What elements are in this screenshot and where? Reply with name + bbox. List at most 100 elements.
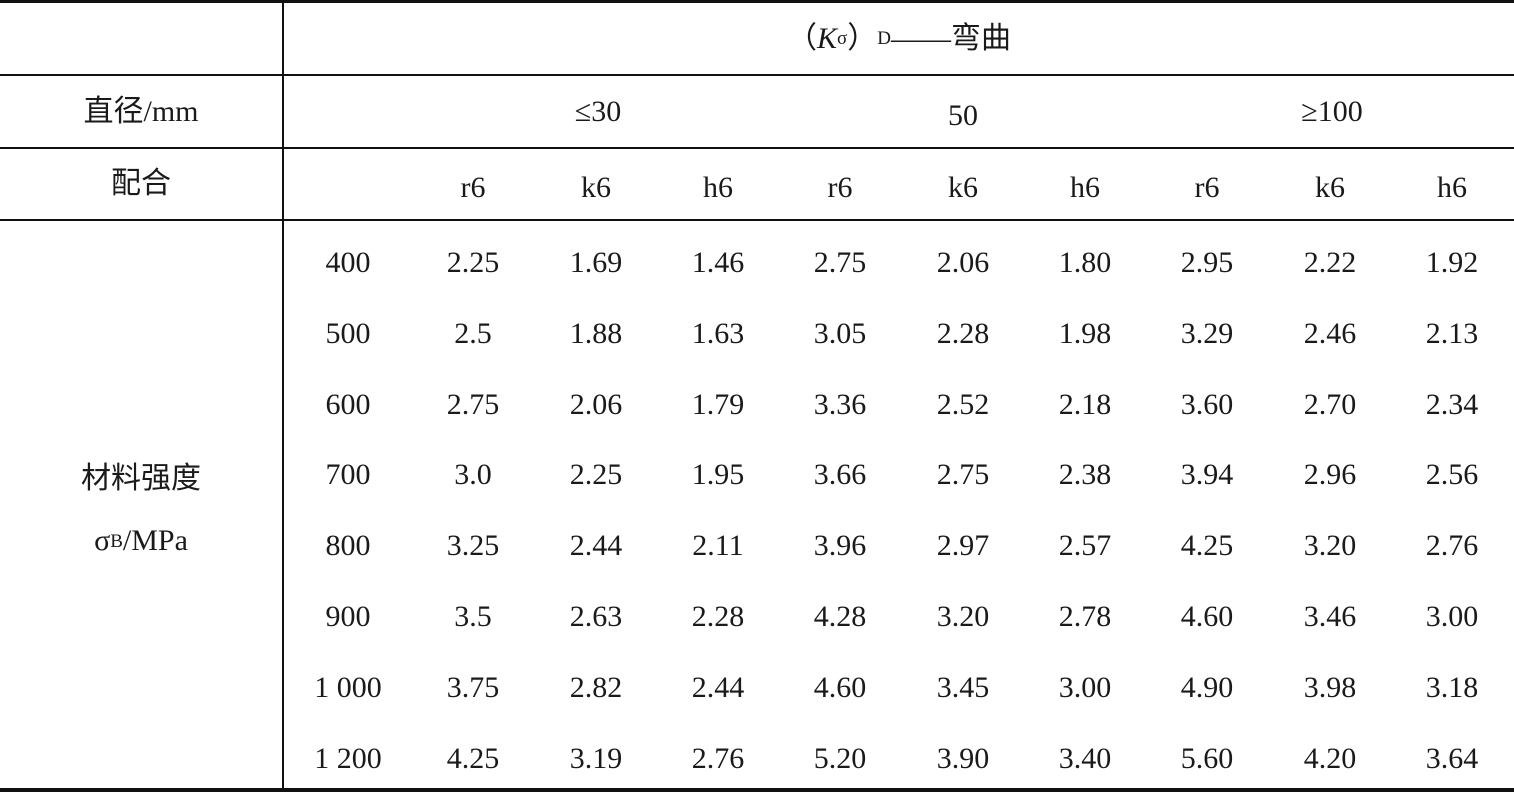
table-cell: 2.25: [569, 458, 623, 492]
table-cell: 2.28: [691, 600, 745, 633]
table-cell: 2.52: [936, 387, 990, 421]
table-cell: 3.00: [1058, 670, 1112, 704]
table-cell: 2.70: [1303, 387, 1357, 421]
table-cell: 3.00: [1425, 600, 1479, 633]
strength-label-line1: 材料强度: [81, 462, 201, 495]
diameter-label: 直径/mm: [83, 94, 199, 128]
fit-header-6: h6: [1070, 171, 1100, 204]
table-cell: 3.5: [454, 600, 492, 633]
table-cell: 3.75: [446, 670, 500, 704]
table-cell: 3.94: [1180, 458, 1234, 492]
table-cell: 1.69: [569, 246, 623, 279]
table-cell: 2.75: [813, 246, 867, 279]
table-cell: 2.97: [936, 529, 990, 563]
fit-header-8: k6: [1315, 171, 1345, 204]
table-cell: 2.56: [1425, 458, 1479, 492]
table-cell: 4.60: [813, 670, 867, 704]
strength-value: 700: [325, 458, 371, 492]
strength-value: 500: [325, 316, 371, 350]
strength-value: 1 200: [314, 741, 382, 775]
strength-value: 900: [325, 600, 371, 633]
fit-label: 配合: [111, 167, 171, 200]
table-cell: 4.20: [1303, 741, 1357, 775]
table-cell: 4.25: [1180, 529, 1234, 563]
table-cell: 3.40: [1058, 741, 1112, 775]
title-close-paren: ）: [847, 21, 878, 55]
table-cell: 2.06: [569, 387, 623, 421]
table-cell: 2.75: [936, 458, 990, 492]
table-cell: 3.20: [936, 600, 990, 633]
table-cell: 4.60: [1180, 600, 1234, 633]
table-cell: 3.64: [1425, 741, 1479, 775]
table-cell: 2.11: [692, 529, 744, 563]
table-cell: 5.60: [1180, 741, 1234, 775]
table-cell: 2.46: [1303, 316, 1357, 350]
strength-value: 1 000: [314, 670, 382, 704]
table-cell: 2.13: [1425, 316, 1479, 350]
table-cell: 2.76: [691, 741, 745, 775]
strength-sigma: σ: [94, 524, 111, 557]
table-cell: 3.25: [446, 529, 500, 563]
table-cell: 3.05: [813, 316, 867, 350]
table-cell: 1.63: [691, 316, 745, 350]
table-cell: 2.95: [1180, 246, 1234, 279]
table-cell: 1.79: [691, 387, 745, 421]
table-cell: 2.25: [446, 246, 500, 279]
fit-header-9: h6: [1437, 171, 1467, 204]
table-cell: 2.28: [936, 316, 990, 350]
header-rule-1: [0, 74, 1514, 76]
table-cell: 2.57: [1058, 529, 1112, 563]
fit-header-2: k6: [581, 171, 611, 204]
header-rule-3: [0, 219, 1514, 221]
table-cell: 3.46: [1303, 600, 1357, 633]
table-cell: 3.18: [1425, 670, 1479, 704]
table-cell: 2.75: [446, 387, 500, 421]
table-cell: 3.19: [569, 741, 623, 775]
table-cell: 2.44: [691, 670, 745, 704]
table-cell: 3.0: [454, 458, 492, 492]
strength-value: 400: [325, 246, 371, 279]
table-cell: 2.96: [1303, 458, 1357, 492]
column-divider: [282, 0, 284, 792]
title-k-letter: K: [817, 21, 838, 55]
title-k-subscript: σ: [837, 28, 848, 49]
table-cell: 1.98: [1058, 316, 1112, 350]
fit-header-3: h6: [703, 171, 733, 204]
table-cell: 4.25: [446, 741, 500, 775]
table-cell: 2.38: [1058, 458, 1112, 492]
table-cell: 1.92: [1425, 246, 1479, 279]
table-cell: 3.29: [1180, 316, 1234, 350]
table-cell: 4.90: [1180, 670, 1234, 704]
diameter-group-3: ≥100: [1301, 94, 1363, 128]
table-cell: 2.5: [454, 316, 492, 350]
fit-header-5: k6: [948, 171, 978, 204]
header-rule-2: [0, 147, 1514, 149]
strength-value: 800: [325, 529, 371, 563]
strength-value: 600: [325, 387, 371, 421]
table-cell: 2.22: [1303, 246, 1357, 279]
fit-header-7: r6: [1194, 171, 1220, 204]
table-cell: 2.76: [1425, 529, 1479, 563]
fit-header-4: r6: [827, 171, 853, 204]
table-cell: 3.20: [1303, 529, 1357, 563]
top-rule: [0, 0, 1514, 3]
table-cell: 3.45: [936, 670, 990, 704]
table-cell: 2.44: [569, 529, 623, 563]
table-cell: 3.66: [813, 458, 867, 492]
table-cell: 1.88: [569, 316, 623, 350]
table-cell: 3.60: [1180, 387, 1234, 421]
title-d-subscript: D: [877, 28, 891, 49]
table-cell: 2.63: [569, 600, 623, 633]
strength-label-line2: σ B/MPa: [0, 506, 282, 576]
table-cell: 3.90: [936, 741, 990, 775]
table-cell: 3.36: [813, 387, 867, 421]
table-cell: 2.34: [1425, 387, 1479, 421]
table-cell: 2.82: [569, 670, 623, 704]
strength-unit: /MPa: [122, 524, 188, 557]
table-cell: 4.28: [813, 600, 867, 633]
table-cell: 2.18: [1058, 387, 1112, 421]
fit-header-1: r6: [460, 171, 486, 204]
table-cell: 1.95: [691, 458, 745, 492]
table-cell: 5.20: [813, 741, 867, 775]
